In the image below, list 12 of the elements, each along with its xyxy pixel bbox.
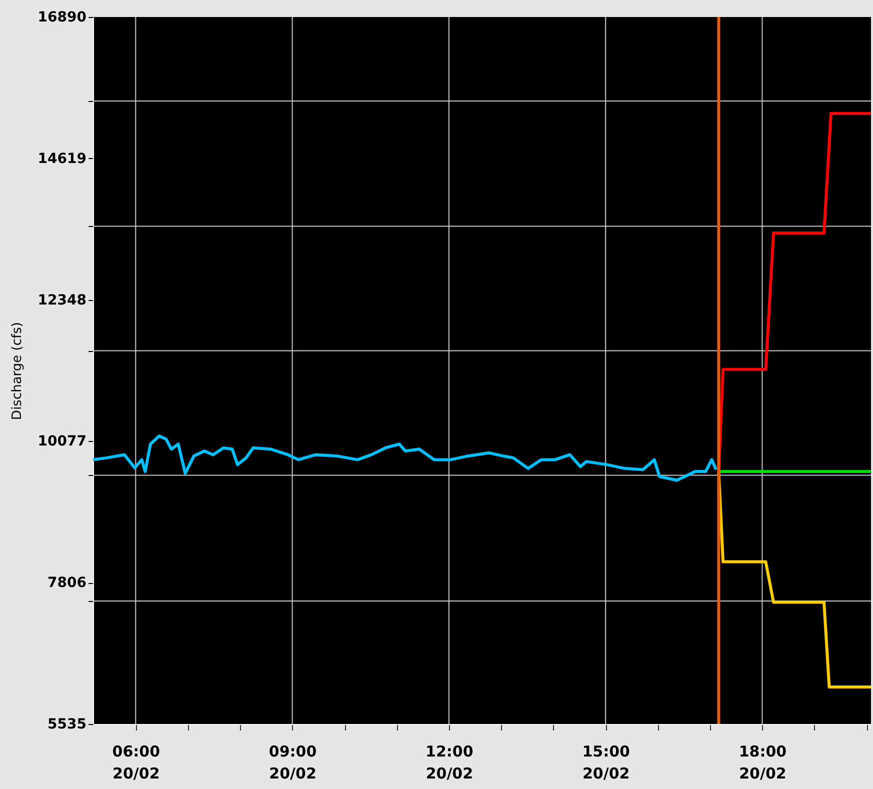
x-tick-label: 09:00 20/02: [268, 742, 317, 782]
y-axis-title: Discharge (cfs): [10, 322, 25, 420]
x-tick-label: 06:00 20/02: [112, 742, 160, 782]
y-tick-label: 16890: [38, 10, 87, 26]
x-tick-label: 12:00 20/02: [426, 742, 474, 782]
y-tick-label: 5535: [48, 716, 86, 732]
y-tick-label: 10077: [38, 434, 86, 450]
y-tick-label: 7806: [48, 575, 86, 592]
x-tick-label: 18:00 20/02: [738, 742, 787, 782]
y-tick-label: 12348: [38, 292, 86, 308]
y-tick-label: 14619: [38, 150, 86, 167]
x-tick-label: 15:00 20/02: [582, 742, 630, 782]
